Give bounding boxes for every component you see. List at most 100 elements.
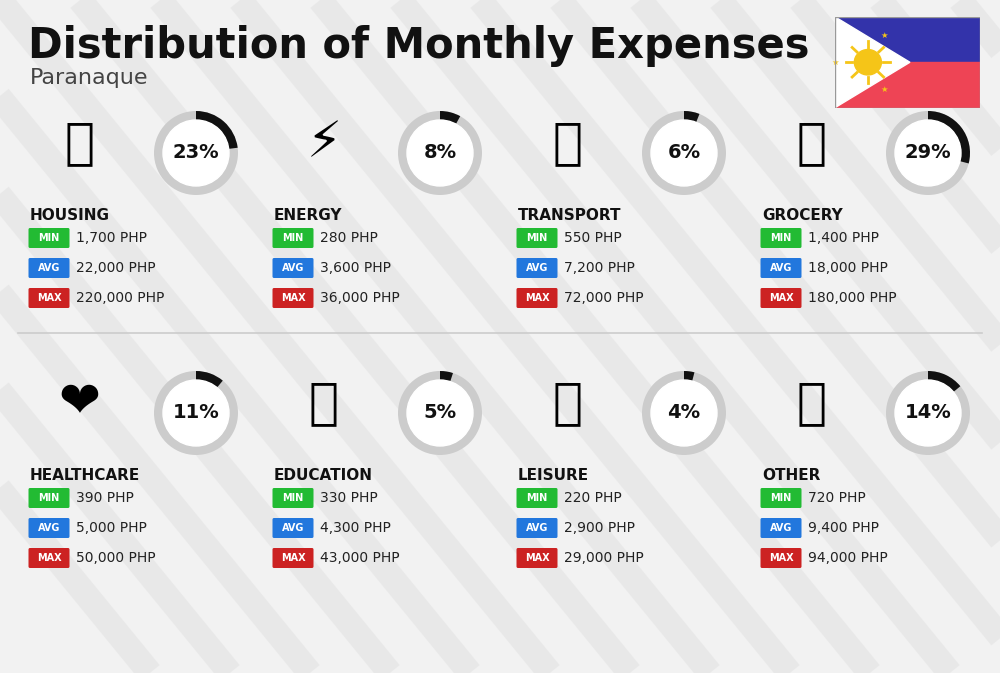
FancyBboxPatch shape xyxy=(516,228,558,248)
FancyBboxPatch shape xyxy=(28,228,70,248)
FancyBboxPatch shape xyxy=(28,488,70,508)
Circle shape xyxy=(163,380,229,446)
Text: MIN: MIN xyxy=(770,233,792,243)
Text: MIN: MIN xyxy=(770,493,792,503)
Text: TRANSPORT: TRANSPORT xyxy=(518,208,622,223)
Text: 14%: 14% xyxy=(905,404,951,423)
Text: 550 PHP: 550 PHP xyxy=(564,231,622,245)
Text: EDUCATION: EDUCATION xyxy=(274,468,373,483)
Text: 180,000 PHP: 180,000 PHP xyxy=(808,291,897,305)
FancyBboxPatch shape xyxy=(28,518,70,538)
Text: 94,000 PHP: 94,000 PHP xyxy=(808,551,888,565)
Text: 5%: 5% xyxy=(423,404,457,423)
FancyBboxPatch shape xyxy=(761,228,802,248)
Wedge shape xyxy=(642,371,726,455)
Text: 2,900 PHP: 2,900 PHP xyxy=(564,521,635,535)
FancyBboxPatch shape xyxy=(272,288,314,308)
Text: 72,000 PHP: 72,000 PHP xyxy=(564,291,644,305)
Circle shape xyxy=(407,120,473,186)
Text: AVG: AVG xyxy=(282,523,304,533)
FancyBboxPatch shape xyxy=(761,488,802,508)
Text: MAX: MAX xyxy=(37,553,61,563)
FancyBboxPatch shape xyxy=(761,518,802,538)
Text: 3,600 PHP: 3,600 PHP xyxy=(320,261,391,275)
Wedge shape xyxy=(928,371,960,392)
Circle shape xyxy=(895,380,961,446)
Wedge shape xyxy=(642,111,726,195)
Text: MIN: MIN xyxy=(526,233,548,243)
FancyBboxPatch shape xyxy=(272,548,314,568)
Text: MAX: MAX xyxy=(525,293,549,303)
FancyBboxPatch shape xyxy=(28,548,70,568)
Text: 5,000 PHP: 5,000 PHP xyxy=(76,521,147,535)
Text: 18,000 PHP: 18,000 PHP xyxy=(808,261,888,275)
FancyBboxPatch shape xyxy=(272,518,314,538)
Wedge shape xyxy=(684,371,694,381)
Text: AVG: AVG xyxy=(282,263,304,273)
Text: 29,000 PHP: 29,000 PHP xyxy=(564,551,644,565)
Text: HOUSING: HOUSING xyxy=(30,208,110,223)
Text: 9,400 PHP: 9,400 PHP xyxy=(808,521,879,535)
Text: AVG: AVG xyxy=(770,523,792,533)
Circle shape xyxy=(407,380,473,446)
Wedge shape xyxy=(886,111,970,195)
Text: 6%: 6% xyxy=(667,143,701,162)
Text: MIN: MIN xyxy=(282,233,304,243)
Text: AVG: AVG xyxy=(38,523,60,533)
Text: 🏢: 🏢 xyxy=(65,119,95,167)
Wedge shape xyxy=(196,111,238,149)
Text: 390 PHP: 390 PHP xyxy=(76,491,134,505)
FancyBboxPatch shape xyxy=(272,228,314,248)
Polygon shape xyxy=(835,17,910,108)
FancyBboxPatch shape xyxy=(516,288,558,308)
Wedge shape xyxy=(684,111,699,122)
Wedge shape xyxy=(398,371,482,455)
Text: 50,000 PHP: 50,000 PHP xyxy=(76,551,156,565)
Text: MIN: MIN xyxy=(38,233,60,243)
Text: 💰: 💰 xyxy=(797,379,827,427)
Circle shape xyxy=(163,120,229,186)
Wedge shape xyxy=(398,111,482,195)
Text: Distribution of Monthly Expenses: Distribution of Monthly Expenses xyxy=(28,25,810,67)
Text: 330 PHP: 330 PHP xyxy=(320,491,378,505)
Bar xyxy=(835,63,980,108)
Wedge shape xyxy=(440,371,453,382)
Text: Paranaque: Paranaque xyxy=(30,68,148,88)
Text: 220 PHP: 220 PHP xyxy=(564,491,622,505)
FancyBboxPatch shape xyxy=(272,258,314,278)
Text: ★: ★ xyxy=(831,58,839,67)
Text: 1,700 PHP: 1,700 PHP xyxy=(76,231,147,245)
Text: 36,000 PHP: 36,000 PHP xyxy=(320,291,400,305)
Wedge shape xyxy=(154,111,238,195)
Text: GROCERY: GROCERY xyxy=(762,208,843,223)
FancyBboxPatch shape xyxy=(272,488,314,508)
Text: 4,300 PHP: 4,300 PHP xyxy=(320,521,391,535)
Text: 23%: 23% xyxy=(173,143,219,162)
Text: AVG: AVG xyxy=(770,263,792,273)
FancyBboxPatch shape xyxy=(761,288,802,308)
Text: AVG: AVG xyxy=(38,263,60,273)
Text: MIN: MIN xyxy=(282,493,304,503)
Text: ★: ★ xyxy=(881,85,888,94)
Text: MAX: MAX xyxy=(281,553,305,563)
FancyBboxPatch shape xyxy=(28,288,70,308)
Text: AVG: AVG xyxy=(526,263,548,273)
Text: 🛍️: 🛍️ xyxy=(553,379,583,427)
Text: ★: ★ xyxy=(881,31,888,40)
Circle shape xyxy=(651,380,717,446)
Text: MAX: MAX xyxy=(37,293,61,303)
Text: 8%: 8% xyxy=(423,143,457,162)
Text: HEALTHCARE: HEALTHCARE xyxy=(30,468,140,483)
Text: ⚡: ⚡ xyxy=(306,119,342,167)
FancyBboxPatch shape xyxy=(761,548,802,568)
Text: 280 PHP: 280 PHP xyxy=(320,231,378,245)
Text: 220,000 PHP: 220,000 PHP xyxy=(76,291,164,305)
Circle shape xyxy=(895,120,961,186)
Circle shape xyxy=(854,50,881,75)
Text: LEISURE: LEISURE xyxy=(518,468,589,483)
Wedge shape xyxy=(196,371,223,388)
Text: 43,000 PHP: 43,000 PHP xyxy=(320,551,400,565)
Text: 11%: 11% xyxy=(173,404,219,423)
FancyBboxPatch shape xyxy=(28,258,70,278)
Text: ENERGY: ENERGY xyxy=(274,208,342,223)
